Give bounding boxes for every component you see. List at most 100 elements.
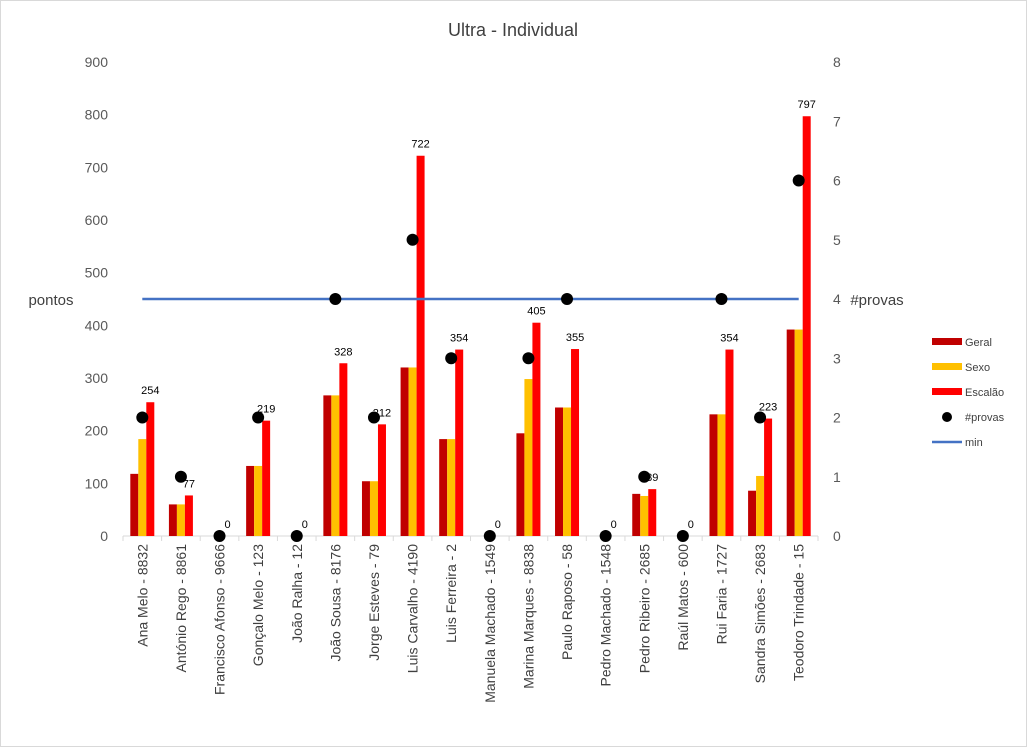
bar — [361, 481, 370, 536]
bar — [146, 402, 155, 536]
data-label: 797 — [798, 99, 816, 111]
y-tick-label: 300 — [85, 370, 109, 386]
bar — [756, 475, 765, 536]
scatter-point — [599, 530, 612, 542]
plot-area: 0 100 200 300 400 500 600 700 800 900 0 1 2 3 4 5 6 7 8 Ana… — [85, 54, 841, 703]
legend-marker — [942, 412, 952, 422]
legend-label: min — [965, 437, 983, 449]
bar — [184, 495, 193, 536]
bar — [323, 395, 332, 536]
y-tick-label: 900 — [85, 54, 109, 70]
legend-label: Sexo — [965, 362, 990, 374]
x-tick-label: Paulo Raposo - 58 — [559, 544, 575, 660]
data-label: 0 — [302, 519, 308, 531]
y-tick-label: 0 — [100, 528, 108, 544]
y-tick-label: 800 — [85, 107, 109, 123]
x-tick-label: Luis Ferreira - 2 — [443, 544, 459, 643]
bar — [416, 155, 425, 536]
scatter-point — [213, 530, 226, 542]
scatter-point — [174, 470, 187, 483]
bar — [748, 490, 757, 536]
scatter-point — [136, 411, 149, 424]
bar — [524, 379, 533, 536]
legend-item-escalo: Escalão — [932, 387, 1004, 399]
data-label: 0 — [611, 519, 617, 531]
scatter-point — [715, 293, 728, 305]
bar — [168, 504, 177, 536]
y-tick-label: 400 — [85, 317, 109, 333]
y2-tick-label: 2 — [833, 410, 841, 426]
bar — [717, 414, 726, 536]
bar — [725, 349, 734, 536]
bar — [130, 473, 139, 536]
series-sexo — [138, 329, 803, 536]
bar — [555, 407, 564, 536]
scatter-point — [406, 233, 419, 246]
legend-item-sexo: Sexo — [932, 362, 990, 374]
x-tick-label: Luis Carvalho - 4190 — [405, 544, 421, 673]
x-tick-label: Gonçalo Melo - 123 — [250, 544, 266, 666]
x-tick-label: Manuela Machado - 1549 — [482, 544, 498, 703]
scatter-point — [367, 411, 380, 424]
bar — [764, 418, 773, 536]
x-tick-label: Francisco Afonso - 9666 — [212, 544, 228, 695]
y-tick-label: 700 — [85, 159, 109, 175]
x-tick-label: João Ralha - 12 — [289, 544, 305, 643]
y-tick-label: 100 — [85, 475, 109, 491]
legend-item-geral: Geral — [932, 337, 992, 349]
scatter-point — [329, 293, 342, 305]
bar — [377, 424, 386, 536]
scatter-point — [445, 352, 458, 365]
data-label: 355 — [566, 332, 584, 344]
y2-tick-label: 3 — [833, 350, 841, 366]
bar — [254, 465, 263, 536]
bar — [246, 465, 255, 536]
data-label: 0 — [224, 519, 230, 531]
bar — [439, 439, 448, 536]
y2-tick-label: 8 — [833, 54, 841, 70]
bar — [400, 367, 409, 536]
scatter-point — [792, 174, 805, 187]
data-label: 354 — [450, 333, 468, 345]
x-tick-label: Teodoro Trindade - 15 — [791, 544, 807, 681]
legend-label: #provas — [965, 412, 1005, 424]
y2-tick-label: 4 — [833, 291, 841, 307]
bar — [176, 504, 185, 536]
data-label: 77 — [183, 478, 195, 490]
data-label: 722 — [411, 139, 429, 151]
data-label: 354 — [720, 333, 738, 345]
legend-item-min: min — [932, 437, 983, 449]
scatter-point — [483, 530, 496, 542]
bar — [339, 363, 348, 536]
legend-swatch — [932, 338, 962, 345]
bar — [571, 349, 580, 536]
scatter-point — [522, 352, 535, 365]
bar — [786, 329, 795, 536]
scatter-point — [676, 530, 689, 542]
bar — [802, 116, 811, 536]
x-tick-label: Marina Marques - 8838 — [520, 544, 536, 689]
legend-label: Geral — [965, 337, 992, 349]
legend-item-provas: #provas — [942, 412, 1005, 424]
bar — [138, 439, 147, 536]
data-label: 328 — [334, 346, 352, 358]
y-tick-label: 600 — [85, 212, 109, 228]
x-tick-label: Pedro Ribeiro - 2685 — [636, 544, 652, 673]
bar — [516, 433, 525, 536]
data-label: 0 — [688, 519, 694, 531]
bar — [648, 489, 657, 536]
y2-axis-title: #provas — [850, 292, 903, 309]
x-tick-label: Rui Faria - 1727 — [713, 544, 729, 645]
x-tick-label: António Rego - 8861 — [173, 544, 189, 673]
data-label: 405 — [527, 306, 545, 318]
bar — [532, 322, 541, 536]
bar — [632, 493, 641, 536]
y-axis-title: pontos — [28, 292, 73, 309]
bar — [794, 329, 803, 536]
scatter-point — [290, 530, 303, 542]
y-tick-label: 200 — [85, 423, 109, 439]
x-tick-label: Pedro Machado - 1548 — [598, 544, 614, 687]
bar — [369, 481, 378, 536]
